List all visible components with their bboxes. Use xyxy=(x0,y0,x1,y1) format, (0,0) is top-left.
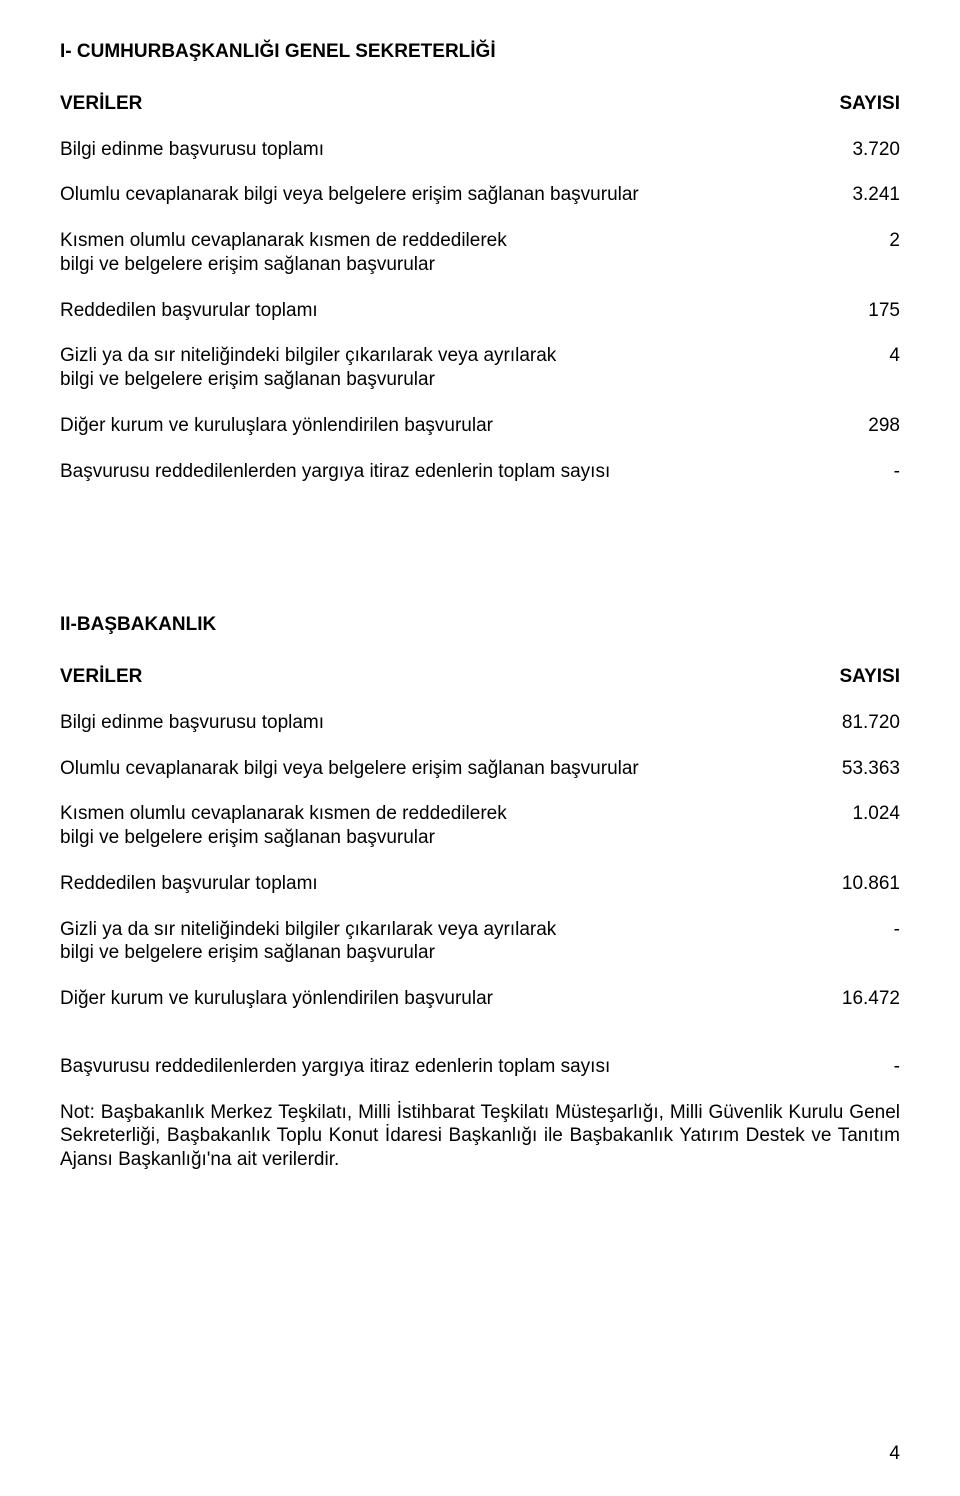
section2-header: VERİLER SAYISI xyxy=(60,665,900,689)
row-label: Olumlu cevaplanarak bilgi veya belgelere… xyxy=(60,757,820,781)
section2-title: II-BAŞBAKANLIK xyxy=(60,613,900,637)
row-value: 53.363 xyxy=(820,757,900,781)
row-label: Reddedilen başvurular toplamı xyxy=(60,872,820,896)
table-row: Gizli ya da sır niteliğindeki bilgiler ç… xyxy=(60,918,900,966)
table-row: Bilgi edinme başvurusu toplamı 3.720 xyxy=(60,138,900,162)
document-page: I- CUMHURBAŞKANLIĞI GENEL SEKRETERLİĞİ V… xyxy=(0,0,960,1496)
row-label-line2: bilgi ve belgelere erişim sağlanan başvu… xyxy=(60,253,800,277)
section2-header-value: SAYISI xyxy=(839,665,900,689)
section1-title: I- CUMHURBAŞKANLIĞI GENEL SEKRETERLİĞİ xyxy=(60,40,900,64)
row-label: Kısmen olumlu cevaplanarak kısmen de red… xyxy=(60,229,820,277)
table-row: Reddedilen başvurular toplamı 175 xyxy=(60,299,900,323)
row-label: Diğer kurum ve kuruluşlara yönlendirilen… xyxy=(60,987,820,1011)
row-label: Bilgi edinme başvurusu toplamı xyxy=(60,711,820,735)
row-label-line2: bilgi ve belgelere erişim sağlanan başvu… xyxy=(60,826,800,850)
row-value: 4 xyxy=(820,344,900,392)
row-label: Gizli ya da sır niteliğindeki bilgiler ç… xyxy=(60,918,820,966)
row-value: 175 xyxy=(820,299,900,323)
row-value: 81.720 xyxy=(820,711,900,735)
row-value: - xyxy=(820,1055,900,1079)
table-row: Başvurusu reddedilenlerden yargıya itira… xyxy=(60,460,900,484)
row-label-line1: Kısmen olumlu cevaplanarak kısmen de red… xyxy=(60,803,507,824)
section1-header-value: SAYISI xyxy=(839,92,900,116)
row-label-line2: bilgi ve belgelere erişim sağlanan başvu… xyxy=(60,941,800,965)
row-label-line1: Gizli ya da sır niteliğindeki bilgiler ç… xyxy=(60,345,556,366)
row-value: - xyxy=(820,460,900,484)
row-value: 3.720 xyxy=(820,138,900,162)
row-value: 16.472 xyxy=(820,987,900,1011)
table-row: Başvurusu reddedilenlerden yargıya itira… xyxy=(60,1055,900,1079)
table-row: Olumlu cevaplanarak bilgi veya belgelere… xyxy=(60,183,900,207)
row-value: 2 xyxy=(820,229,900,277)
page-number: 4 xyxy=(889,1442,900,1466)
row-label: Reddedilen başvurular toplamı xyxy=(60,299,820,323)
footnote: Not: Başbakanlık Merkez Teşkilatı, Milli… xyxy=(60,1101,900,1172)
section1-header-label: VERİLER xyxy=(60,92,142,116)
row-label: Başvurusu reddedilenlerden yargıya itira… xyxy=(60,460,820,484)
row-label: Diğer kurum ve kuruluşlara yönlendirilen… xyxy=(60,414,820,438)
section1-header: VERİLER SAYISI xyxy=(60,92,900,116)
table-row: Gizli ya da sır niteliğindeki bilgiler ç… xyxy=(60,344,900,392)
table-row: Kısmen olumlu cevaplanarak kısmen de red… xyxy=(60,229,900,277)
table-row: Olumlu cevaplanarak bilgi veya belgelere… xyxy=(60,757,900,781)
row-label: Gizli ya da sır niteliğindeki bilgiler ç… xyxy=(60,344,820,392)
row-value: - xyxy=(820,918,900,966)
row-label-line1: Kısmen olumlu cevaplanarak kısmen de red… xyxy=(60,230,507,251)
table-row: Kısmen olumlu cevaplanarak kısmen de red… xyxy=(60,802,900,850)
row-value: 1.024 xyxy=(820,802,900,850)
row-value: 3.241 xyxy=(820,183,900,207)
section2-header-label: VERİLER xyxy=(60,665,142,689)
row-label: Olumlu cevaplanarak bilgi veya belgelere… xyxy=(60,183,820,207)
row-value: 298 xyxy=(820,414,900,438)
row-label: Kısmen olumlu cevaplanarak kısmen de red… xyxy=(60,802,820,850)
table-row: Diğer kurum ve kuruluşlara yönlendirilen… xyxy=(60,987,900,1011)
row-label-line1: Gizli ya da sır niteliğindeki bilgiler ç… xyxy=(60,919,556,940)
row-label: Başvurusu reddedilenlerden yargıya itira… xyxy=(60,1055,820,1079)
table-row: Bilgi edinme başvurusu toplamı 81.720 xyxy=(60,711,900,735)
row-label: Bilgi edinme başvurusu toplamı xyxy=(60,138,820,162)
row-value: 10.861 xyxy=(820,872,900,896)
table-row: Diğer kurum ve kuruluşlara yönlendirilen… xyxy=(60,414,900,438)
table-row: Reddedilen başvurular toplamı 10.861 xyxy=(60,872,900,896)
row-label-line2: bilgi ve belgelere erişim sağlanan başvu… xyxy=(60,368,800,392)
